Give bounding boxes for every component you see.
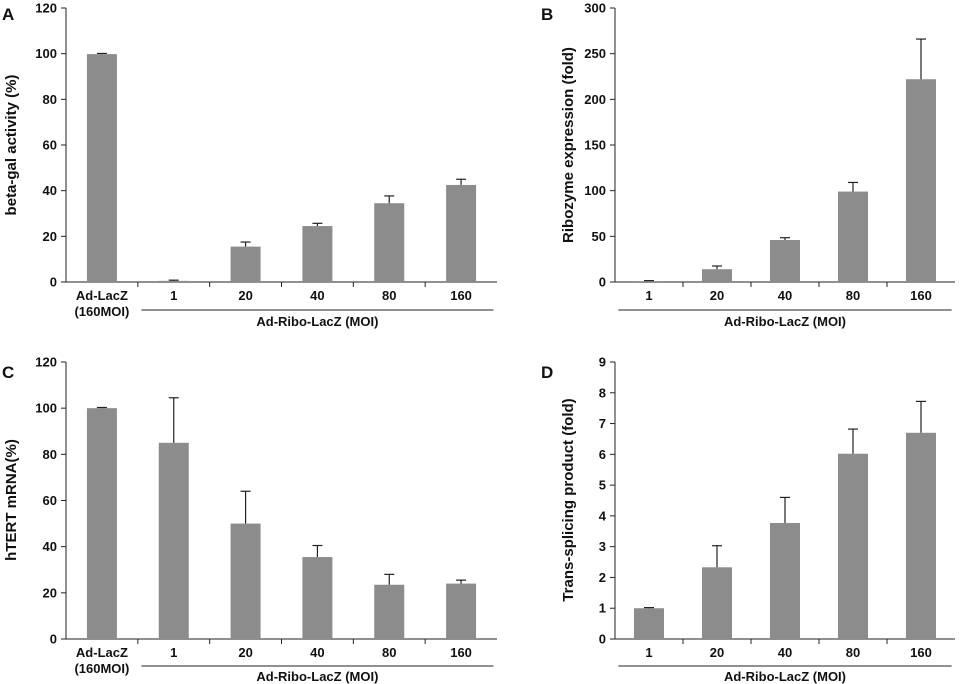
- y-tick-label: 80: [43, 92, 57, 107]
- panel-letter: C: [2, 363, 14, 382]
- x-tick-label: 1: [645, 288, 652, 303]
- bar: [838, 191, 868, 282]
- bar: [86, 408, 117, 639]
- group-label: Ad-Ribo-LacZ (MOI): [724, 314, 846, 329]
- x-tick-label: (160MOI): [74, 661, 129, 676]
- y-tick-label: 100: [35, 46, 57, 61]
- x-tick-label: 20: [238, 288, 252, 303]
- y-axis-label: Ribozyme expression (fold): [560, 47, 577, 243]
- x-tick-label: Ad-LacZ: [76, 288, 128, 303]
- y-tick-label: 6: [599, 447, 606, 462]
- bar: [374, 584, 405, 639]
- x-tick-label: 1: [170, 645, 177, 660]
- group-label: Ad-Ribo-LacZ (MOI): [724, 669, 846, 684]
- y-axis-label: hTERT mRNA(%): [3, 439, 20, 561]
- bar: [158, 442, 189, 639]
- y-tick-label: 4: [599, 508, 607, 523]
- y-tick-label: 7: [599, 416, 606, 431]
- x-tick-label: 40: [310, 288, 324, 303]
- y-tick-label: 9: [599, 355, 606, 370]
- x-tick-label: 40: [778, 288, 792, 303]
- group-label: Ad-Ribo-LacZ (MOI): [256, 669, 378, 684]
- y-tick-label: 1: [599, 601, 606, 616]
- panel-letter: A: [2, 5, 14, 24]
- y-tick-label: 40: [43, 183, 57, 198]
- y-axis-label: Trans-splicing product (fold): [560, 398, 577, 601]
- x-tick-label: 1: [645, 645, 652, 660]
- bar: [230, 246, 261, 282]
- chart-panel-d: D Trans-splicing product (fold) 0 1 2 3 4 5 6 7 8 9…: [541, 355, 955, 684]
- x-tick-label: 160: [450, 288, 472, 303]
- bar: [770, 522, 800, 639]
- bar: [158, 280, 189, 282]
- bar: [374, 203, 405, 282]
- x-tick-label: 160: [910, 645, 932, 660]
- bar: [446, 184, 477, 282]
- y-tick-label: 50: [592, 229, 606, 244]
- y-tick-label: 120: [35, 1, 57, 16]
- y-tick-label: 3: [599, 539, 606, 554]
- y-tick-label: 200: [584, 92, 606, 107]
- y-tick-label: 0: [599, 275, 606, 290]
- x-tick-label: 20: [238, 645, 252, 660]
- x-tick-label: 80: [846, 645, 860, 660]
- x-tick-label: 20: [710, 288, 724, 303]
- panel-letter: B: [541, 5, 553, 24]
- bar: [906, 432, 936, 639]
- y-tick-label: 40: [43, 539, 57, 554]
- bar: [230, 523, 261, 639]
- x-tick-label: (160MOI): [74, 304, 129, 319]
- bar: [86, 54, 117, 282]
- y-tick-label: 100: [35, 401, 57, 416]
- y-tick-label: 20: [43, 229, 57, 244]
- bar: [702, 269, 732, 282]
- x-tick-label: 80: [382, 645, 396, 660]
- bar: [634, 608, 664, 639]
- bar: [302, 557, 333, 639]
- chart-panel-b: B Ribozyme expression (fold) 0 50 100 150 200 2…: [541, 1, 955, 329]
- y-tick-label: 8: [599, 385, 606, 400]
- bar: [770, 239, 800, 282]
- y-tick-label: 5: [599, 478, 606, 493]
- x-tick-label: Ad-LacZ: [76, 645, 128, 660]
- y-tick-label: 250: [584, 46, 606, 61]
- y-tick-label: 20: [43, 585, 57, 600]
- y-tick-label: 2: [599, 570, 606, 585]
- y-tick-label: 0: [599, 632, 606, 647]
- y-tick-label: 60: [43, 138, 57, 153]
- y-tick-label: 60: [43, 493, 57, 508]
- y-axis-label: beta-gal activity (%): [3, 75, 20, 216]
- y-tick-label: 120: [35, 355, 57, 370]
- y-tick-label: 150: [584, 138, 606, 153]
- x-tick-label: 1: [170, 288, 177, 303]
- y-tick-label: 0: [50, 632, 57, 647]
- x-tick-label: 160: [450, 645, 472, 660]
- x-tick-label: 20: [710, 645, 724, 660]
- bar: [702, 567, 732, 639]
- x-tick-label: 40: [778, 645, 792, 660]
- x-tick-label: 80: [382, 288, 396, 303]
- x-tick-label: 40: [310, 645, 324, 660]
- bar: [634, 281, 664, 282]
- y-tick-label: 300: [584, 1, 606, 16]
- x-tick-label: 80: [846, 288, 860, 303]
- x-tick-label: 160: [910, 288, 932, 303]
- panel-letter: D: [541, 363, 553, 382]
- bar: [838, 453, 868, 639]
- group-label: Ad-Ribo-LacZ (MOI): [256, 314, 378, 329]
- y-tick-label: 100: [584, 183, 606, 198]
- bar: [446, 583, 477, 639]
- bar: [302, 226, 333, 282]
- bar: [906, 79, 936, 283]
- y-tick-label: 0: [50, 275, 57, 290]
- y-tick-label: 80: [43, 447, 57, 462]
